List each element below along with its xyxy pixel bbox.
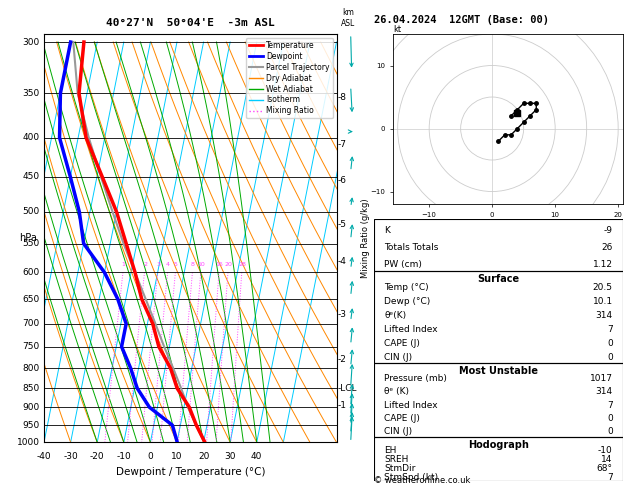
Text: -3: -3 <box>338 310 347 318</box>
Text: Most Unstable: Most Unstable <box>459 366 538 376</box>
Text: 7: 7 <box>607 473 613 483</box>
Text: -2: -2 <box>338 355 347 364</box>
Text: CAPE (J): CAPE (J) <box>384 339 420 348</box>
Text: -30: -30 <box>64 452 78 462</box>
Text: 1017: 1017 <box>590 374 613 383</box>
Text: 1.12: 1.12 <box>593 260 613 269</box>
Text: 4: 4 <box>166 262 170 267</box>
Text: θᵉ(K): θᵉ(K) <box>384 311 406 320</box>
Text: 850: 850 <box>23 384 40 393</box>
Text: PW (cm): PW (cm) <box>384 260 422 269</box>
Text: EH: EH <box>384 446 396 455</box>
Text: -6: -6 <box>338 176 347 185</box>
Text: 40: 40 <box>251 452 262 462</box>
Text: 10: 10 <box>198 262 205 267</box>
Text: -LCL: -LCL <box>338 384 357 393</box>
Text: 20: 20 <box>225 262 232 267</box>
Text: -1: -1 <box>338 401 347 410</box>
Text: 314: 314 <box>596 387 613 397</box>
Text: 450: 450 <box>23 173 40 181</box>
Bar <box>374 436 623 481</box>
Text: -10: -10 <box>116 452 131 462</box>
Text: -4: -4 <box>338 257 347 266</box>
Text: 1000: 1000 <box>16 438 40 447</box>
Text: 7: 7 <box>607 400 613 410</box>
Text: StmDir: StmDir <box>384 464 416 473</box>
Text: 30: 30 <box>225 452 236 462</box>
Text: 314: 314 <box>596 311 613 320</box>
Text: Lifted Index: Lifted Index <box>384 325 438 334</box>
Text: Totals Totals: Totals Totals <box>384 243 438 252</box>
Text: SREH: SREH <box>384 455 409 464</box>
Text: CAPE (J): CAPE (J) <box>384 414 420 423</box>
Text: -5: -5 <box>338 220 347 229</box>
Text: 10: 10 <box>171 452 183 462</box>
Text: 750: 750 <box>23 342 40 351</box>
Text: K: K <box>384 226 390 235</box>
Text: © weatheronline.co.uk: © weatheronline.co.uk <box>374 476 470 485</box>
Text: 0: 0 <box>607 339 613 348</box>
Text: StmSpd (kt): StmSpd (kt) <box>384 473 438 483</box>
Text: -9: -9 <box>604 226 613 235</box>
Text: km
ASL: km ASL <box>341 8 355 28</box>
Text: CIN (J): CIN (J) <box>384 353 413 362</box>
Text: 0: 0 <box>607 414 613 423</box>
Text: -20: -20 <box>90 452 104 462</box>
Text: Dewp (°C): Dewp (°C) <box>384 297 430 306</box>
Text: Surface: Surface <box>477 274 520 284</box>
Text: -40: -40 <box>36 452 52 462</box>
Text: 0: 0 <box>607 427 613 436</box>
Legend: Temperature, Dewpoint, Parcel Trajectory, Dry Adiabat, Wet Adiabat, Isotherm, Mi: Temperature, Dewpoint, Parcel Trajectory… <box>247 38 333 119</box>
Text: 0: 0 <box>148 452 153 462</box>
Text: 26: 26 <box>601 243 613 252</box>
Text: 14: 14 <box>601 455 613 464</box>
Text: 350: 350 <box>23 89 40 98</box>
Text: 500: 500 <box>23 208 40 216</box>
Text: 16: 16 <box>216 262 223 267</box>
Text: 10.1: 10.1 <box>593 297 613 306</box>
Text: 8: 8 <box>191 262 195 267</box>
Text: Temp (°C): Temp (°C) <box>384 283 429 292</box>
Text: Dewpoint / Temperature (°C): Dewpoint / Temperature (°C) <box>116 467 265 477</box>
Bar <box>374 363 623 436</box>
Text: 550: 550 <box>23 239 40 248</box>
Text: 2: 2 <box>143 262 147 267</box>
Text: 20.5: 20.5 <box>593 283 613 292</box>
Text: -10: -10 <box>598 446 613 455</box>
Text: 950: 950 <box>23 421 40 430</box>
Text: 0: 0 <box>607 353 613 362</box>
Bar <box>374 219 623 271</box>
Text: 7: 7 <box>607 325 613 334</box>
Text: 3: 3 <box>157 262 160 267</box>
Text: hPa: hPa <box>19 233 37 243</box>
Text: 5: 5 <box>174 262 178 267</box>
Text: 300: 300 <box>23 37 40 47</box>
Text: -8: -8 <box>338 93 347 103</box>
Text: -7: -7 <box>338 140 347 149</box>
Bar <box>374 271 623 363</box>
Text: 400: 400 <box>23 133 40 142</box>
Text: Lifted Index: Lifted Index <box>384 400 438 410</box>
Text: 700: 700 <box>23 319 40 328</box>
Text: 68°: 68° <box>597 464 613 473</box>
Text: 40°27'N  50°04'E  -3m ASL: 40°27'N 50°04'E -3m ASL <box>106 18 275 28</box>
Text: 800: 800 <box>23 364 40 373</box>
Text: 20: 20 <box>198 452 209 462</box>
Text: 650: 650 <box>23 295 40 304</box>
Text: Hodograph: Hodograph <box>468 440 529 450</box>
Text: θᵉ (K): θᵉ (K) <box>384 387 409 397</box>
Text: Pressure (mb): Pressure (mb) <box>384 374 447 383</box>
Text: 26.04.2024  12GMT (Base: 00): 26.04.2024 12GMT (Base: 00) <box>374 15 549 25</box>
Text: Mixing Ratio (g/kg): Mixing Ratio (g/kg) <box>361 198 370 278</box>
Text: 600: 600 <box>23 268 40 277</box>
Text: 900: 900 <box>23 403 40 412</box>
Text: 28: 28 <box>238 262 246 267</box>
Text: CIN (J): CIN (J) <box>384 427 413 436</box>
Text: 1: 1 <box>121 262 125 267</box>
Text: kt: kt <box>393 25 401 34</box>
